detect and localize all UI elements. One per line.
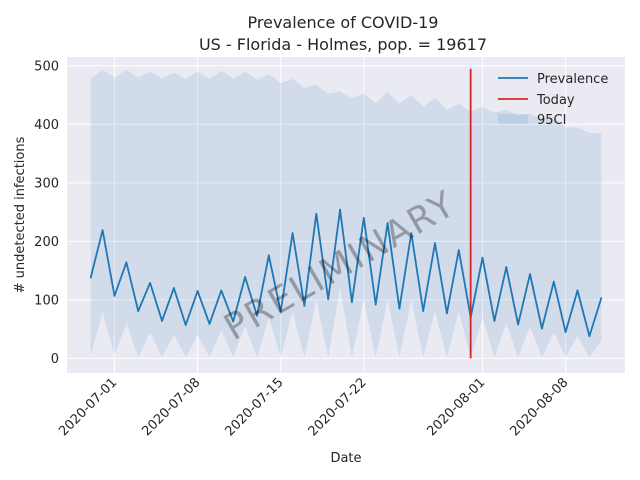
prevalence-point xyxy=(101,229,104,232)
prevalence-point xyxy=(505,266,508,268)
prevalence-point xyxy=(125,261,128,264)
y-tick-label: 100 xyxy=(34,293,59,308)
prevalence-point xyxy=(291,232,294,235)
x-tick-label: 2020-07-08 xyxy=(139,375,203,439)
chart-title: Prevalence of COVID-19 xyxy=(248,13,439,32)
prevalence-point xyxy=(362,217,365,219)
prevalence-point xyxy=(422,310,425,312)
prevalence-point xyxy=(410,232,413,235)
prevalence-point xyxy=(184,324,187,326)
legend-95ci-label: 95CI xyxy=(537,113,566,128)
y-tick-label: 200 xyxy=(34,235,59,250)
prevalence-point xyxy=(564,331,567,333)
prevalence-point xyxy=(161,320,163,322)
prevalence-point xyxy=(244,276,246,278)
prevalence-point xyxy=(208,322,211,325)
prevalence-point xyxy=(351,301,353,304)
y-axis-label: # undetected infections xyxy=(13,136,28,293)
x-tick-label: 2020-07-22 xyxy=(306,375,370,439)
prevalence-point xyxy=(137,310,140,312)
prevalence-point xyxy=(339,208,341,211)
prevalence-point xyxy=(220,289,223,292)
prevalence-point xyxy=(172,287,175,290)
prevalence-point xyxy=(149,281,152,284)
prevalence-point xyxy=(196,290,199,292)
series-layer xyxy=(89,208,603,338)
y-tick-label: 300 xyxy=(34,176,59,191)
x-axis-label: Date xyxy=(330,451,361,466)
chart-subtitle: US - Florida - Holmes, pop. = 19617 xyxy=(199,35,487,54)
prevalence-point xyxy=(232,320,235,323)
ci-band xyxy=(90,69,602,358)
prevalence-point xyxy=(279,310,282,313)
x-tick-label: 2020-08-01 xyxy=(424,375,488,439)
legend-95ci-swatch xyxy=(498,114,528,124)
ci-band-layer xyxy=(90,69,602,358)
prevalence-point xyxy=(327,298,330,301)
prevalence-point xyxy=(457,249,460,252)
prevalence-point xyxy=(493,320,496,322)
prevalence-point xyxy=(386,222,389,225)
y-tick-label: 400 xyxy=(34,118,59,133)
plot-area xyxy=(67,57,625,373)
prevalence-point xyxy=(303,304,306,307)
prevalence-point xyxy=(89,276,92,279)
y-tick-label: 500 xyxy=(34,59,59,74)
x-tick-labels: 2020-07-01 2020-07-08 2020-07-15 2020-07-22… xyxy=(56,375,571,439)
prevalence-point xyxy=(481,256,484,259)
prevalence-point xyxy=(374,303,377,306)
x-tick-label: 2020-07-15 xyxy=(222,375,286,439)
grid xyxy=(67,57,625,373)
y-tick-labels: 0 100 200 300 400 500 xyxy=(34,59,59,367)
prevalence-point xyxy=(256,314,258,317)
legend-prevalence-label: Prevalence xyxy=(537,72,608,87)
prevalence-line xyxy=(89,208,603,338)
prevalence-point xyxy=(529,273,531,276)
prevalence-point xyxy=(576,289,579,292)
prevalence-point xyxy=(446,312,448,315)
prevalence-point xyxy=(540,327,543,330)
prevalence-point xyxy=(552,280,555,283)
prevalence-point xyxy=(398,307,401,310)
x-tick-label: 2020-07-01 xyxy=(56,375,120,439)
legend: Prevalence Today 95CI xyxy=(498,72,608,128)
prevalence-point xyxy=(588,335,591,338)
prevalence-point xyxy=(315,212,318,215)
prevalence-point xyxy=(267,254,270,257)
prevalence-point xyxy=(113,294,116,297)
y-tick-label: 0 xyxy=(51,352,59,367)
legend-today-label: Today xyxy=(536,93,575,108)
prevalence-point xyxy=(434,242,436,244)
x-tick-label: 2020-08-08 xyxy=(507,375,571,439)
prevalence-point xyxy=(600,297,603,299)
prevalence-point xyxy=(517,323,520,326)
